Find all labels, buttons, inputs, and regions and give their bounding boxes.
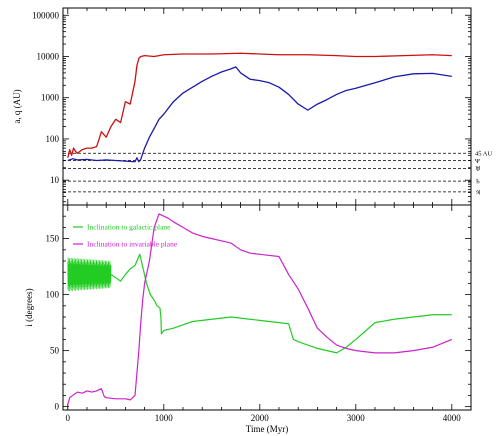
x-tick-label: 1000 bbox=[155, 413, 174, 423]
bottom-panel: 0 50 100 150 0 1000 2000 3000 4000 Time (Myr) i (d… bbox=[24, 204, 472, 434]
x-tick-label: 4000 bbox=[443, 413, 462, 423]
top-panel: 45 AUΨ♅ ♄ ♃ 10 100 1000 10000 100000 a, q (AU) bbox=[12, 7, 492, 206]
legend-entry: Inclination to invariable plane bbox=[87, 240, 178, 249]
x-tick-label: 2000 bbox=[251, 413, 270, 423]
legend-entry: Inclination to galactic plane bbox=[87, 223, 171, 232]
series-line-1 bbox=[67, 213, 453, 405]
reference-line-label: ♄ bbox=[475, 178, 481, 186]
series-oscillation-galactic bbox=[67, 257, 112, 292]
reference-line-label: ♃ bbox=[475, 188, 481, 196]
x-tick-label: 3000 bbox=[347, 413, 366, 423]
y-tick-label: 100 bbox=[46, 290, 60, 300]
y-tick-label: 150 bbox=[46, 234, 60, 244]
bottom-plot-frame bbox=[62, 204, 472, 411]
reference-line-label: Ψ bbox=[475, 158, 480, 165]
y-tick-label: 0 bbox=[55, 402, 60, 412]
x-tick-label: 0 bbox=[66, 413, 71, 423]
series-line-q bbox=[67, 66, 452, 163]
bottom-y-axis-label: i (degrees) bbox=[24, 288, 34, 326]
x-axis-label: Time (Myr) bbox=[246, 424, 288, 434]
y-tick-label: 50 bbox=[50, 346, 60, 356]
top-y-axis-label: a, q (AU) bbox=[12, 89, 22, 123]
reference-line-label: 45 AU bbox=[475, 151, 492, 158]
y-tick-label: 100 bbox=[46, 134, 60, 144]
y-tick-label: 100000 bbox=[32, 10, 60, 20]
series-line-0 bbox=[110, 253, 452, 354]
y-tick-label: 1000 bbox=[41, 93, 60, 103]
y-tick-label: 10 bbox=[50, 175, 60, 185]
reference-line-label: ♅ bbox=[475, 165, 481, 173]
y-tick-label: 10000 bbox=[37, 51, 60, 61]
series-line-a bbox=[67, 52, 452, 158]
